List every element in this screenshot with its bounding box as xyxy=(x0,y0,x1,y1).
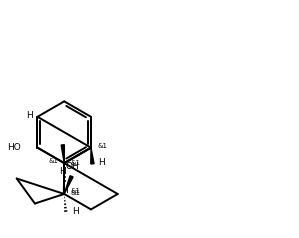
Polygon shape xyxy=(61,145,64,163)
Polygon shape xyxy=(64,176,73,194)
Text: &1: &1 xyxy=(70,159,80,165)
Text: &1: &1 xyxy=(48,158,58,164)
Text: H: H xyxy=(98,158,104,167)
Polygon shape xyxy=(91,148,94,164)
Text: H: H xyxy=(61,186,68,195)
Text: HO: HO xyxy=(7,143,21,152)
Text: &1: &1 xyxy=(97,143,107,149)
Text: &1: &1 xyxy=(70,188,80,194)
Text: H: H xyxy=(60,167,66,176)
Text: H: H xyxy=(72,207,79,216)
Text: OH: OH xyxy=(65,162,79,171)
Text: &1: &1 xyxy=(70,189,80,195)
Text: H: H xyxy=(26,111,33,120)
